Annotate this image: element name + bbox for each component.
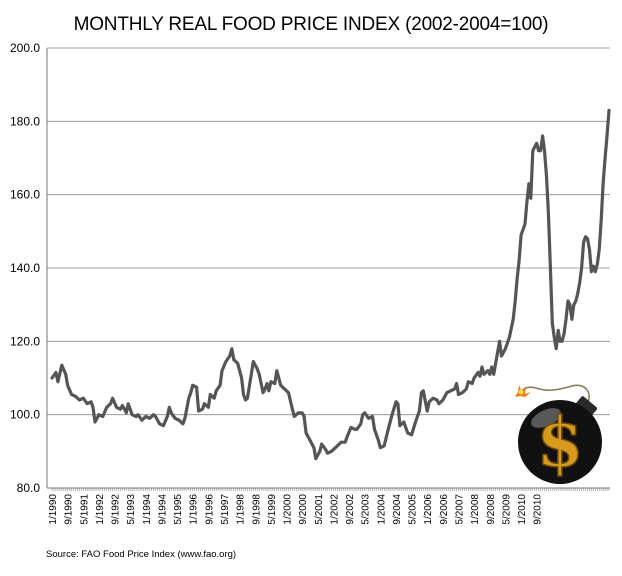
y-tick-label: 80.0 bbox=[17, 481, 41, 495]
x-tick-label: 5/2005 bbox=[408, 494, 419, 525]
spark-icon bbox=[515, 385, 531, 397]
x-tick-label: 9/1998 bbox=[251, 494, 262, 525]
x-tick-label: 9/1990 bbox=[64, 494, 75, 525]
y-tick-label: 180.0 bbox=[10, 114, 40, 128]
x-tick-label: 1/1994 bbox=[142, 494, 153, 525]
x-tick-label: 1/1996 bbox=[189, 494, 200, 525]
x-tick-label: 1/2002 bbox=[329, 494, 340, 525]
x-tick-label: 5/2003 bbox=[361, 494, 372, 525]
axes bbox=[46, 48, 610, 491]
x-tick-label: 9/1994 bbox=[157, 494, 168, 525]
x-tick-label: 1/2010 bbox=[517, 494, 528, 525]
x-tick-label: 9/2006 bbox=[439, 494, 450, 525]
x-tick-label: 5/1995 bbox=[173, 494, 184, 525]
x-tick-label: 9/2002 bbox=[345, 494, 356, 525]
x-tick-label: 5/2009 bbox=[501, 494, 512, 525]
x-tick-label: 9/2000 bbox=[298, 494, 309, 525]
bomb-icon: $ bbox=[515, 384, 602, 484]
y-tick-label: 120.0 bbox=[10, 334, 40, 348]
chart-title: MONTHLY REAL FOOD PRICE INDEX (2002-2004… bbox=[73, 14, 549, 35]
bomb-fuse bbox=[520, 384, 590, 403]
dollar-sign: $ bbox=[536, 403, 583, 483]
source-note: Source: FAO Food Price Index (www.fao.or… bbox=[46, 549, 237, 560]
x-tick-label: 1/2004 bbox=[376, 494, 387, 525]
x-tick-label: 9/2008 bbox=[486, 494, 497, 525]
x-tick-label: 1/1990 bbox=[48, 494, 59, 525]
bomb-body bbox=[518, 400, 602, 484]
x-tick-labels: 1/1990 9/1990 5/1991 1/1992 9/1992 5/1993 1/19… bbox=[48, 494, 544, 525]
x-tick-label: 9/1996 bbox=[204, 494, 215, 525]
x-tick-label: 9/1992 bbox=[111, 494, 122, 525]
x-tick-label: 1/1992 bbox=[95, 494, 106, 525]
x-tick-label: 1/2000 bbox=[283, 494, 294, 525]
y-tick-label: 140.0 bbox=[10, 261, 40, 275]
series bbox=[50, 108, 611, 461]
x-tick-label: 1/1998 bbox=[236, 494, 247, 525]
series-line-food-price-index bbox=[50, 108, 611, 461]
x-tick-label: 1/2008 bbox=[470, 494, 481, 525]
y-tick-label: 160.0 bbox=[10, 188, 40, 202]
x-tick-label: 1/2006 bbox=[423, 494, 434, 525]
y-tick-labels: 80.0 100.0 120.0 140.0 160.0 180.0 200.0 bbox=[10, 41, 40, 495]
x-tick-label: 5/2001 bbox=[314, 494, 325, 525]
x-tick-label: 5/2007 bbox=[455, 494, 466, 525]
x-tick-label: 5/1997 bbox=[220, 494, 231, 525]
x-tick-label: 5/1993 bbox=[126, 494, 137, 525]
y-tick-label: 100.0 bbox=[10, 408, 40, 422]
bomb-highlight bbox=[531, 408, 561, 428]
y-tick-label: 200.0 bbox=[10, 41, 40, 55]
x-tick-label: 9/2010 bbox=[533, 494, 544, 525]
x-tick-label: 9/2004 bbox=[392, 494, 403, 525]
x-tick-label: 5/1999 bbox=[267, 494, 278, 525]
x-tick-label: 5/1991 bbox=[79, 494, 90, 525]
